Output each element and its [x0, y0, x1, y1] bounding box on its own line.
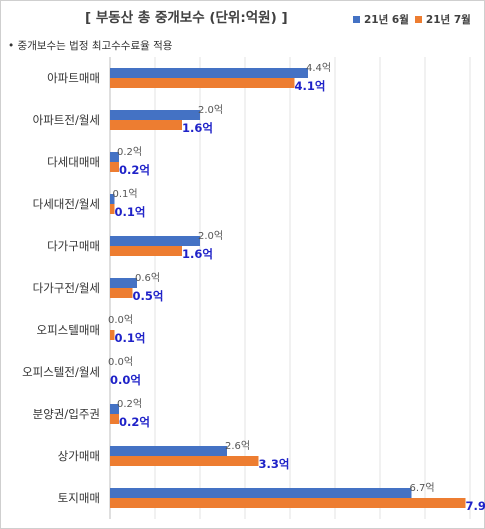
legend-swatch-june [353, 16, 360, 23]
bar-june [110, 236, 200, 246]
data-label-june: 6.7억 [410, 482, 435, 494]
chart-title: [ 부동산 총 중개보수 (단위:억원) ] [85, 10, 288, 26]
bar-july [110, 414, 119, 424]
bar-july [110, 288, 133, 298]
category-label: 다세대매매 [47, 155, 100, 169]
category-label: 다가구전/월세 [33, 281, 100, 295]
bar-june [110, 404, 119, 414]
bar-june [110, 488, 412, 498]
category-label: 아파트전/월세 [33, 113, 100, 127]
bar-july [110, 330, 115, 340]
bar-july [110, 204, 115, 214]
bar-june [110, 194, 115, 204]
data-label-june: 0.0억 [108, 314, 133, 326]
data-label-june: 0.1억 [113, 188, 138, 200]
data-label-june: 2.6억 [225, 440, 250, 452]
data-label-july: 0.2억 [119, 163, 150, 177]
data-label-july: 1.6억 [182, 121, 213, 135]
chart-note: • 중개보수는 법정 최고수수료율 적용 [8, 40, 173, 52]
data-label-june: 0.6억 [135, 272, 160, 284]
bar-july [110, 456, 259, 466]
bar-june [110, 278, 137, 288]
data-label-july: 0.5억 [133, 289, 164, 303]
legend-item-july: 21년 7월 [414, 12, 471, 27]
category-label: 분양권/입주권 [33, 407, 100, 421]
legend-item-june: 21년 6월 [353, 12, 409, 27]
legend-swatch-july [414, 16, 422, 23]
bar-july [110, 498, 466, 508]
legend-label-july: 21년 7월 [425, 14, 471, 26]
bar-june [110, 110, 200, 120]
data-label-june: 2.0억 [198, 230, 223, 242]
bar-july [110, 162, 119, 172]
category-label: 토지매매 [58, 491, 100, 505]
bar-july [110, 120, 182, 130]
data-label-july: 0.0억 [110, 373, 141, 387]
data-label-june: 4.4억 [306, 62, 331, 74]
category-label: 오피스텔전/월세 [22, 365, 100, 379]
data-label-june: 0.2억 [117, 398, 142, 410]
data-label-july: 7.9억 [466, 499, 485, 513]
data-label-june: 2.0억 [198, 104, 223, 116]
category-label: 상가매매 [58, 449, 100, 463]
bar-june [110, 152, 119, 162]
bar-june [110, 446, 227, 456]
category-label: 다세대전/월세 [33, 197, 100, 211]
bar-july [110, 246, 182, 256]
data-label-june: 0.0억 [108, 356, 133, 368]
chart-legend: 21년 6월 21년 7월 [353, 12, 477, 27]
data-label-july: 0.1억 [115, 205, 146, 219]
data-label-july: 0.2억 [119, 415, 150, 429]
data-label-june: 0.2억 [117, 146, 142, 158]
data-label-july: 0.1억 [115, 331, 146, 345]
data-label-july: 3.3억 [259, 457, 290, 471]
category-label: 다가구매매 [47, 239, 100, 253]
bar-july [110, 78, 295, 88]
data-label-july: 1.6억 [182, 247, 213, 261]
bar-june [110, 68, 308, 78]
data-label-july: 4.1억 [295, 79, 326, 93]
category-label: 오피스텔매매 [37, 323, 100, 337]
legend-label-june: 21년 6월 [364, 14, 409, 26]
category-label: 아파트매매 [47, 71, 100, 85]
